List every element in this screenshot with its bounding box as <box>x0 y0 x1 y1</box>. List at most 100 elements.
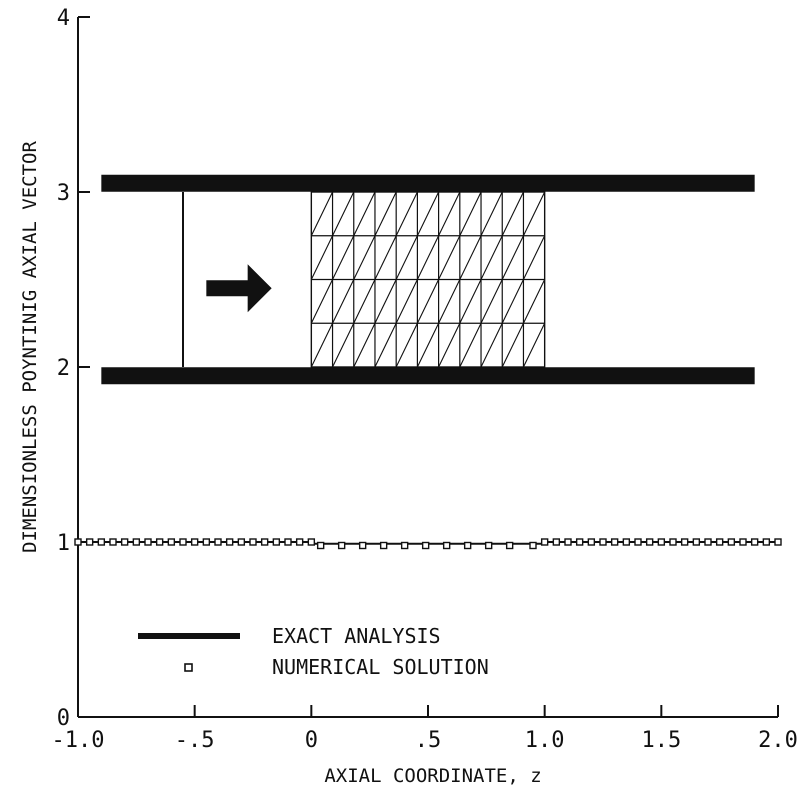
series-numerical-solution-point <box>463 541 472 550</box>
axes: 0 1 2 3 4 -1.0 -.5 0 .5 1.0 1.5 2.0 <box>52 6 798 753</box>
series-numerical-solution-point <box>358 541 367 550</box>
mesh-diagonal <box>374 235 397 280</box>
series-numerical-solution-point <box>179 538 187 546</box>
x-tick-label: 2.0 <box>758 728 798 753</box>
series-numerical-solution-point <box>442 541 451 550</box>
mesh-diagonal <box>501 323 524 368</box>
mesh-diagonal <box>353 235 376 280</box>
x-tick-label: 0 <box>305 728 318 753</box>
x-tick-label: .5 <box>415 728 442 753</box>
series-numerical-solution-point <box>421 541 430 550</box>
mesh-diagonal <box>480 191 503 236</box>
mesh-diagonal <box>459 235 482 280</box>
series-numerical-solution-point <box>284 538 292 546</box>
series-numerical-solution-point <box>564 538 572 546</box>
series-numerical-solution-point <box>727 538 736 546</box>
mesh-diagonal <box>480 279 503 324</box>
mesh-diagonal <box>332 191 355 236</box>
series-numerical-solution-point <box>634 538 642 546</box>
series-numerical-solution-point <box>337 541 346 550</box>
legend-numerical-solution-swatch <box>184 663 193 672</box>
series-numerical-solution-point <box>190 538 199 546</box>
series-numerical-solution-point <box>97 538 106 546</box>
series-numerical-solution-point <box>704 538 712 546</box>
series-numerical-solution-point <box>155 538 164 546</box>
series-numerical-solution-point <box>750 538 759 546</box>
mesh-diagonal <box>374 323 397 368</box>
mesh-diagonal <box>332 235 355 280</box>
series-numerical-solution-point <box>762 538 771 546</box>
mesh-diagonal <box>459 191 482 236</box>
y-tick-label: 1 <box>57 531 70 556</box>
propagation-arrow-icon <box>206 264 272 313</box>
series-numerical-solution-point <box>552 538 561 546</box>
mesh-diagonal <box>480 323 503 368</box>
series-numerical-solution-point <box>74 538 82 546</box>
series-numerical-solution-point <box>645 538 654 546</box>
series-numerical-solution-point <box>260 538 269 546</box>
series-numerical-solution-point <box>295 538 304 546</box>
mesh-diagonal <box>374 191 397 236</box>
top-conductor-plate <box>101 174 755 192</box>
y-tick-label: 4 <box>57 6 70 31</box>
mesh-diagonal <box>501 235 524 280</box>
series-numerical-solution-point <box>692 538 701 546</box>
x-tick-label: 1.0 <box>525 728 565 753</box>
y-tick-label: 0 <box>57 706 70 731</box>
series-layer <box>74 538 782 550</box>
series-numerical-solution-point <box>120 538 129 546</box>
series-numerical-solution-point <box>379 541 388 550</box>
mesh-diagonal <box>480 235 503 280</box>
mesh-diagonal <box>310 323 334 368</box>
series-numerical-solution-point <box>540 538 549 546</box>
series-numerical-solution-point <box>167 538 176 546</box>
mesh-diagonal <box>353 323 376 368</box>
mesh-diagonal <box>310 279 334 324</box>
legend-exact-analysis-label: EXACT ANALYSIS <box>272 624 441 648</box>
mesh-diagonal <box>395 279 418 324</box>
mesh-diagonal <box>438 279 461 324</box>
y-tick-label: 3 <box>57 181 70 206</box>
series-numerical-solution-point <box>505 541 514 550</box>
mesh-diagonal <box>501 191 524 236</box>
series-numerical-solution-point <box>739 538 747 546</box>
series-numerical-solution-point <box>575 538 584 546</box>
series-numerical-solution-point <box>599 538 607 546</box>
legend-numerical-solution-label: NUMERICAL SOLUTION <box>272 655 489 679</box>
bottom-conductor-plate <box>101 367 755 385</box>
series-numerical-solution-point <box>529 541 537 550</box>
mesh-diagonal <box>438 191 461 236</box>
mesh-diagonal <box>310 235 334 280</box>
mesh-diagonal <box>416 235 440 280</box>
mesh-diagonal <box>374 279 397 324</box>
mesh-diagonal <box>332 323 355 368</box>
mesh-diagonal <box>522 235 546 280</box>
series-numerical-solution-point <box>587 538 596 546</box>
mesh-diagonal <box>522 191 546 236</box>
series-numerical-solution-point <box>144 538 152 546</box>
y-tick-label: 2 <box>57 356 70 381</box>
legend: EXACT ANALYSIS NUMERICAL SOLUTION <box>138 624 489 679</box>
mesh-diagonal <box>501 279 524 324</box>
x-tick-label: 1.5 <box>641 728 681 753</box>
series-numerical-solution-point <box>774 538 782 546</box>
series-numerical-solution-point <box>669 538 677 546</box>
mesh-diagonal <box>438 323 461 368</box>
series-numerical-solution-point <box>680 538 689 546</box>
x-tick-label: -.5 <box>175 728 215 753</box>
x-tick-label: -1.0 <box>52 728 105 753</box>
series-numerical-solution-point <box>484 541 493 550</box>
series-numerical-solution-point <box>202 538 211 546</box>
x-axis-label: AXIAL COORDINATE, z <box>324 765 541 787</box>
mesh-diagonal <box>459 323 482 368</box>
series-numerical-solution-point <box>132 538 141 546</box>
mesh-diagonal <box>438 235 461 280</box>
mesh-diagonal <box>395 235 418 280</box>
mesh-diagonal <box>416 279 440 324</box>
mesh-diagonal <box>459 279 482 324</box>
series-numerical-solution-point <box>85 538 94 546</box>
mesh-diagonal <box>353 191 376 236</box>
series-numerical-solution-point <box>272 538 281 546</box>
mesh-diagonal <box>310 191 334 236</box>
